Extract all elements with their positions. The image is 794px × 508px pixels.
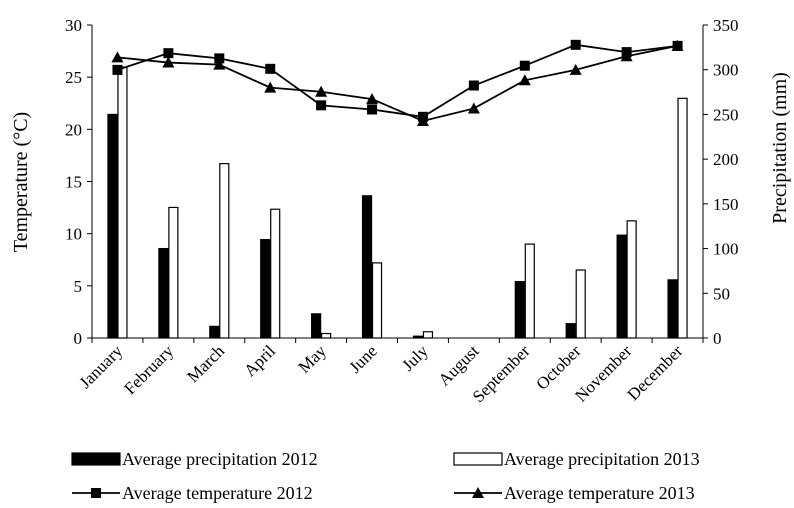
marker-temp-2013: [366, 93, 379, 105]
bar-precip-2013: [575, 269, 586, 339]
x-tick-label: June: [345, 341, 380, 376]
y-axis-right-label: Precipitation (mm): [769, 72, 791, 224]
legend: Average precipitation 2012 Average precip…: [71, 449, 700, 503]
y-right-tick-label: 50: [713, 284, 730, 303]
bar-precip-2012: [158, 247, 169, 339]
axes: 051015202530050100150200250300350January…: [65, 16, 739, 406]
line-temp-2013: [117, 44, 678, 122]
y-right-tick-label: 250: [713, 105, 739, 124]
bar-precip-2012: [565, 323, 576, 339]
bars: [107, 66, 688, 339]
marker-temp-2013: [467, 102, 480, 114]
legend-swatch-marker: [472, 487, 484, 498]
marker-temp-2012: [519, 60, 530, 71]
bar-precip-2012: [667, 279, 678, 339]
marker-temp-2013: [416, 114, 429, 126]
y-right-tick-label: 300: [713, 61, 739, 80]
x-tick-label: April: [240, 341, 279, 380]
bar-precip-2012: [361, 195, 373, 339]
legend-label: Average precipitation 2013: [504, 449, 700, 469]
legend-label: Average temperature 2013: [504, 483, 695, 503]
bar-precip-2013: [371, 262, 383, 339]
marker-temp-2012: [468, 80, 479, 91]
x-tick-label: December: [624, 341, 687, 404]
x-tick-label: July: [398, 341, 432, 375]
bar-precip-2013: [626, 220, 637, 339]
marker-temp-2013: [569, 63, 582, 75]
y-right-tick-label: 350: [713, 16, 739, 35]
line-temp-2012: [117, 43, 678, 118]
legend-precip-2013: Average precipitation 2013: [453, 449, 700, 469]
y-left-tick-label: 20: [65, 120, 82, 139]
marker-temp-2012: [265, 63, 276, 74]
x-tick-label: May: [294, 341, 330, 377]
marker-temp-2013: [162, 56, 175, 68]
marker-temp-2012: [367, 104, 378, 115]
bar-precip-2012: [209, 325, 220, 339]
lines: [111, 39, 684, 126]
marker-temp-2013: [315, 85, 328, 97]
marker-temp-2013: [620, 50, 633, 62]
bar-precip-2012: [260, 239, 271, 339]
y-left-tick-label: 10: [65, 225, 82, 244]
x-tick-label: March: [183, 341, 228, 386]
y-right-tick-label: 0: [713, 329, 722, 348]
marker-temp-2012: [316, 100, 327, 111]
legend-label: Average precipitation 2012: [122, 449, 318, 469]
legend-temp-2013: Average temperature 2013: [454, 483, 695, 503]
legend-precip-2012: Average precipitation 2012: [71, 449, 318, 469]
bar-precip-2012: [107, 113, 118, 339]
marker-temp-2013: [671, 39, 684, 51]
bar-precip-2013: [117, 66, 128, 339]
marker-temp-2013: [111, 51, 124, 63]
bar-precip-2012: [616, 234, 627, 339]
legend-swatch: [71, 452, 121, 466]
x-tick-label: August: [435, 341, 483, 389]
marker-temp-2013: [213, 58, 226, 70]
bar-precip-2013: [219, 163, 230, 339]
y-left-tick-label: 25: [65, 68, 82, 87]
bar-precip-2013: [422, 331, 434, 339]
marker-temp-2013: [518, 74, 531, 86]
bar-precip-2012: [514, 281, 525, 339]
marker-temp-2012: [570, 39, 581, 50]
legend-swatch-marker: [91, 488, 101, 498]
legend-swatch: [453, 452, 503, 466]
y-right-tick-label: 100: [713, 240, 739, 259]
x-tick-label: November: [571, 341, 635, 405]
bar-precip-2013: [270, 208, 281, 339]
legend-temp-2012: Average temperature 2012: [72, 483, 313, 503]
bar-precip-2013: [677, 97, 688, 339]
legend-label: Average temperature 2012: [122, 483, 313, 503]
y-left-tick-label: 15: [65, 173, 82, 192]
x-tick-label: February: [120, 341, 177, 398]
bar-precip-2012: [311, 313, 322, 339]
bar-precip-2013: [168, 206, 179, 339]
y-left-tick-label: 0: [74, 329, 83, 348]
y-axis-left-label: Temperature (°C): [10, 112, 32, 252]
bar-precip-2013: [321, 332, 332, 339]
marker-temp-2012: [112, 64, 123, 75]
x-tick-label: January: [75, 341, 126, 392]
y-left-tick-label: 5: [74, 277, 83, 296]
marker-temp-2013: [264, 81, 277, 93]
bar-precip-2013: [524, 243, 535, 339]
marker-temp-2012: [214, 53, 225, 64]
y-left-tick-label: 30: [65, 16, 82, 35]
y-right-tick-label: 200: [713, 150, 739, 169]
marker-temp-2012: [163, 48, 174, 59]
y-right-tick-label: 150: [713, 195, 739, 214]
